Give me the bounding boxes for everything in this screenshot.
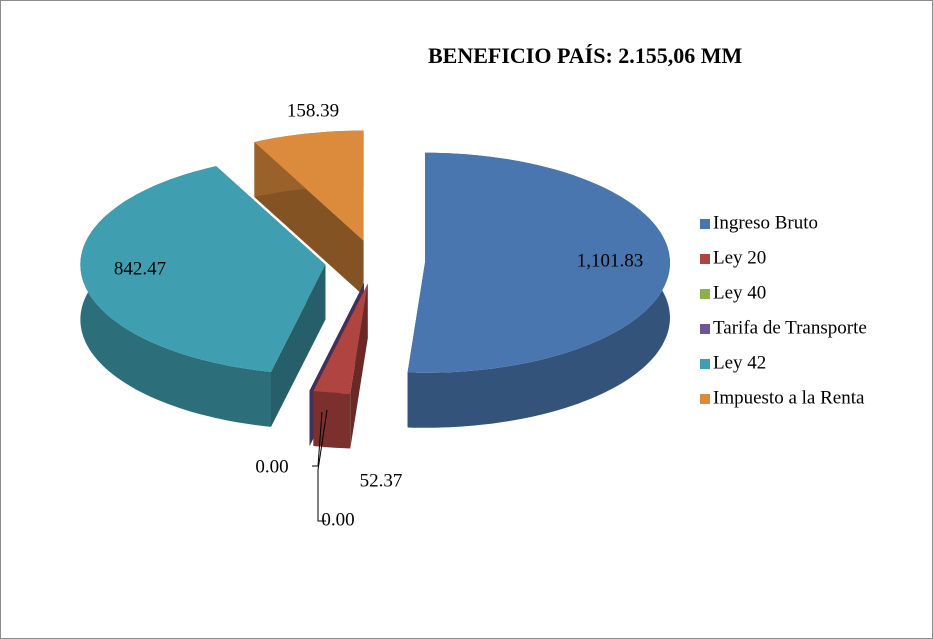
data-label: 0.00	[255, 456, 288, 477]
legend-swatch	[700, 254, 710, 264]
chart-title: BENEFICIO PAÍS: 2.155,06 MM	[428, 43, 743, 68]
legend-label: Ley 20	[713, 247, 766, 268]
slice-side	[313, 391, 351, 449]
legend-swatch	[700, 289, 710, 299]
legend-label: Ingreso Bruto	[713, 212, 818, 233]
leader-line	[317, 409, 328, 522]
data-label: 842.47	[114, 258, 166, 279]
slice	[407, 152, 670, 373]
data-label: 52.37	[360, 470, 403, 491]
slice	[80, 166, 326, 372]
legend-swatch	[700, 394, 710, 404]
legend-label: Impuesto a la Renta	[713, 387, 865, 408]
legend-label: Ley 42	[713, 352, 766, 373]
legend-label: Ley 40	[713, 282, 766, 303]
legend-swatch	[700, 219, 710, 229]
slice	[313, 283, 368, 394]
data-label: 1,101.83	[577, 250, 644, 271]
leader-line	[312, 411, 323, 467]
slice	[254, 130, 364, 241]
legend-label: Tarifa de Transporte	[713, 317, 867, 338]
data-label: 0.00	[321, 509, 354, 530]
data-label: 158.39	[287, 100, 339, 121]
legend-swatch	[700, 359, 710, 369]
legend-swatch	[700, 324, 710, 334]
